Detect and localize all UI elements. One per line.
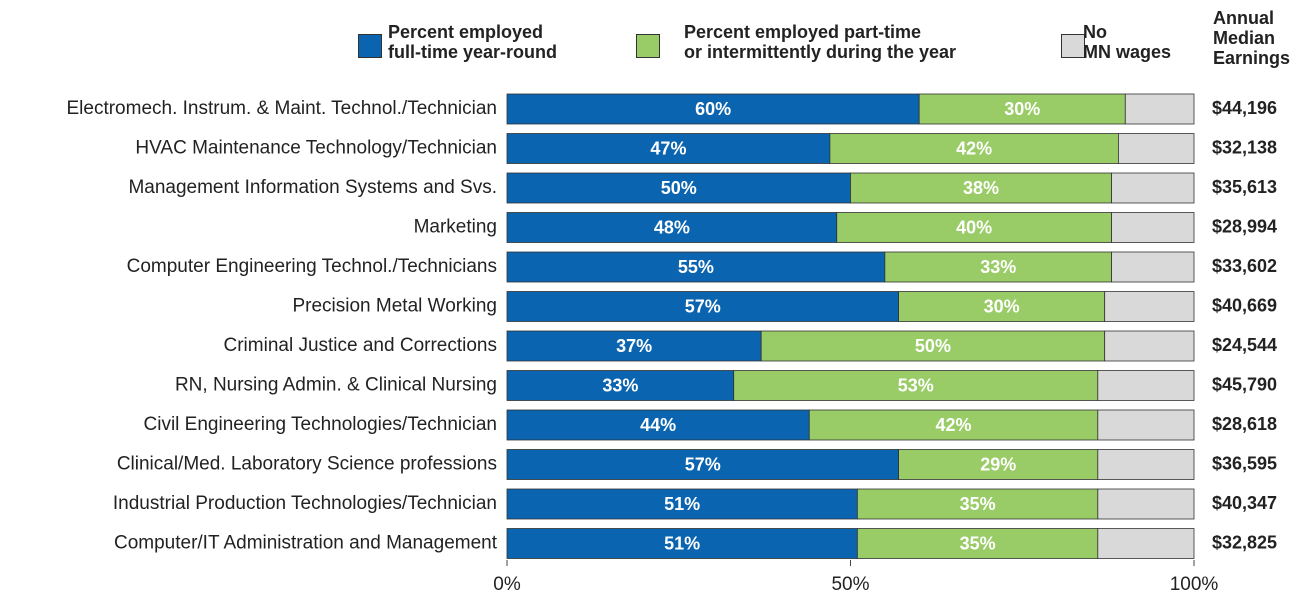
category-label: Precision Metal Working (292, 296, 497, 317)
bar-segment (1118, 133, 1195, 164)
bar-segment (506, 251, 886, 283)
legend-swatch (636, 34, 660, 58)
value-label: 50% (661, 178, 697, 198)
bar-segment (1097, 488, 1195, 520)
legend-swatch (358, 34, 382, 58)
value-label: 55% (678, 257, 714, 277)
value-label: 42% (956, 138, 992, 158)
value-label: 35% (960, 494, 996, 514)
category-label: Criminal Justice and Corrections (224, 335, 498, 356)
value-label: 40% (956, 217, 992, 237)
value-label: 30% (1004, 99, 1040, 119)
value-label: 48% (654, 217, 690, 237)
value-label: 33% (602, 375, 638, 395)
earnings-label: $44,196 (1212, 98, 1277, 118)
bar-segment (836, 212, 1112, 243)
bar-segment (829, 133, 1119, 164)
value-label: 42% (936, 415, 972, 435)
category-label: Management Information Systems and Svs. (128, 177, 497, 198)
bar-segment (506, 291, 899, 322)
earnings-label: $32,138 (1212, 137, 1277, 157)
bar-segment (1111, 251, 1195, 283)
category-label: RN, Nursing Admin. & Clinical Nursing (175, 375, 497, 396)
legend-swatch (1061, 34, 1085, 58)
bar-segment (808, 409, 1099, 441)
bar-segment (898, 449, 1099, 480)
bar-segment (506, 449, 899, 480)
earnings-label: $40,669 (1212, 295, 1277, 315)
earnings-label: $45,790 (1212, 374, 1277, 394)
bar-segment (856, 488, 1099, 520)
earnings-label: $35,613 (1212, 177, 1277, 197)
legend-label: Percent employed part-time or intermitte… (684, 22, 957, 62)
bar-segment (506, 528, 858, 559)
bar-segment (506, 330, 762, 362)
bar-segment (506, 409, 810, 441)
bar-segment (733, 370, 1099, 401)
category-label: Computer/IT Administration and Managemen… (114, 533, 498, 554)
value-label: 57% (685, 454, 721, 474)
value-label: 38% (963, 178, 999, 198)
earnings-label: $28,618 (1212, 414, 1277, 434)
legend-label: No MN wages (1083, 22, 1172, 62)
value-label: 35% (960, 533, 996, 553)
value-label: 53% (898, 375, 934, 395)
earnings-label: $36,595 (1212, 453, 1277, 473)
value-label: 33% (980, 257, 1016, 277)
earnings-label: $32,825 (1212, 532, 1277, 552)
category-label: Electromech. Instrum. & Maint. Technol./… (66, 98, 497, 119)
value-label: 37% (616, 336, 652, 356)
bar-segment (506, 212, 838, 243)
value-label: 29% (980, 454, 1016, 474)
category-label: Clinical/Med. Laboratory Science profess… (117, 454, 497, 475)
bar-segment (898, 291, 1106, 322)
category-label: Computer Engineering Technol./Technician… (127, 256, 497, 277)
bar-segment (918, 93, 1126, 125)
bar-segment (850, 172, 1112, 204)
x-tick-label: 50% (831, 574, 869, 595)
value-label: 57% (685, 296, 721, 316)
bar-segment (1097, 449, 1195, 480)
earnings-label: $40,347 (1212, 493, 1277, 513)
earnings-header: Annual Median Earnings (1213, 8, 1291, 68)
category-label: Marketing (414, 217, 497, 238)
x-tick-label: 100% (1170, 574, 1219, 595)
bar-segment (1124, 93, 1195, 125)
x-tick-label: 0% (493, 574, 521, 595)
bar-segment (1104, 291, 1195, 322)
bar-segment (506, 488, 858, 520)
legend-label: Percent employed full-time year-round (388, 22, 558, 62)
bar-segment (1111, 212, 1195, 243)
bar-segment (506, 172, 851, 204)
earnings-label: $24,544 (1212, 335, 1277, 355)
category-label: HVAC Maintenance Technology/Technician (135, 138, 497, 159)
value-label: 51% (664, 494, 700, 514)
bar-segment (856, 528, 1099, 559)
bar-segment (1097, 528, 1195, 559)
bar-segment (884, 251, 1112, 283)
category-label: Industrial Production Technologies/Techn… (113, 493, 497, 514)
value-label: 50% (915, 336, 951, 356)
category-label: Civil Engineering Technologies/Technicia… (144, 414, 497, 435)
value-label: 47% (650, 138, 686, 158)
value-label: 44% (640, 415, 676, 435)
bar-segment (1097, 409, 1195, 441)
bar-segment (506, 370, 735, 401)
value-label: 51% (664, 533, 700, 553)
value-label: 30% (984, 296, 1020, 316)
earnings-label: $28,994 (1212, 216, 1277, 236)
earnings-label: $33,602 (1212, 256, 1277, 276)
bar-segment (506, 133, 831, 164)
bar-segment (506, 93, 920, 125)
value-label: 60% (695, 99, 731, 119)
bar-segment (760, 330, 1106, 362)
bar-segment (1097, 370, 1195, 401)
bar-segment (1104, 330, 1195, 362)
bar-segment (1111, 172, 1195, 204)
